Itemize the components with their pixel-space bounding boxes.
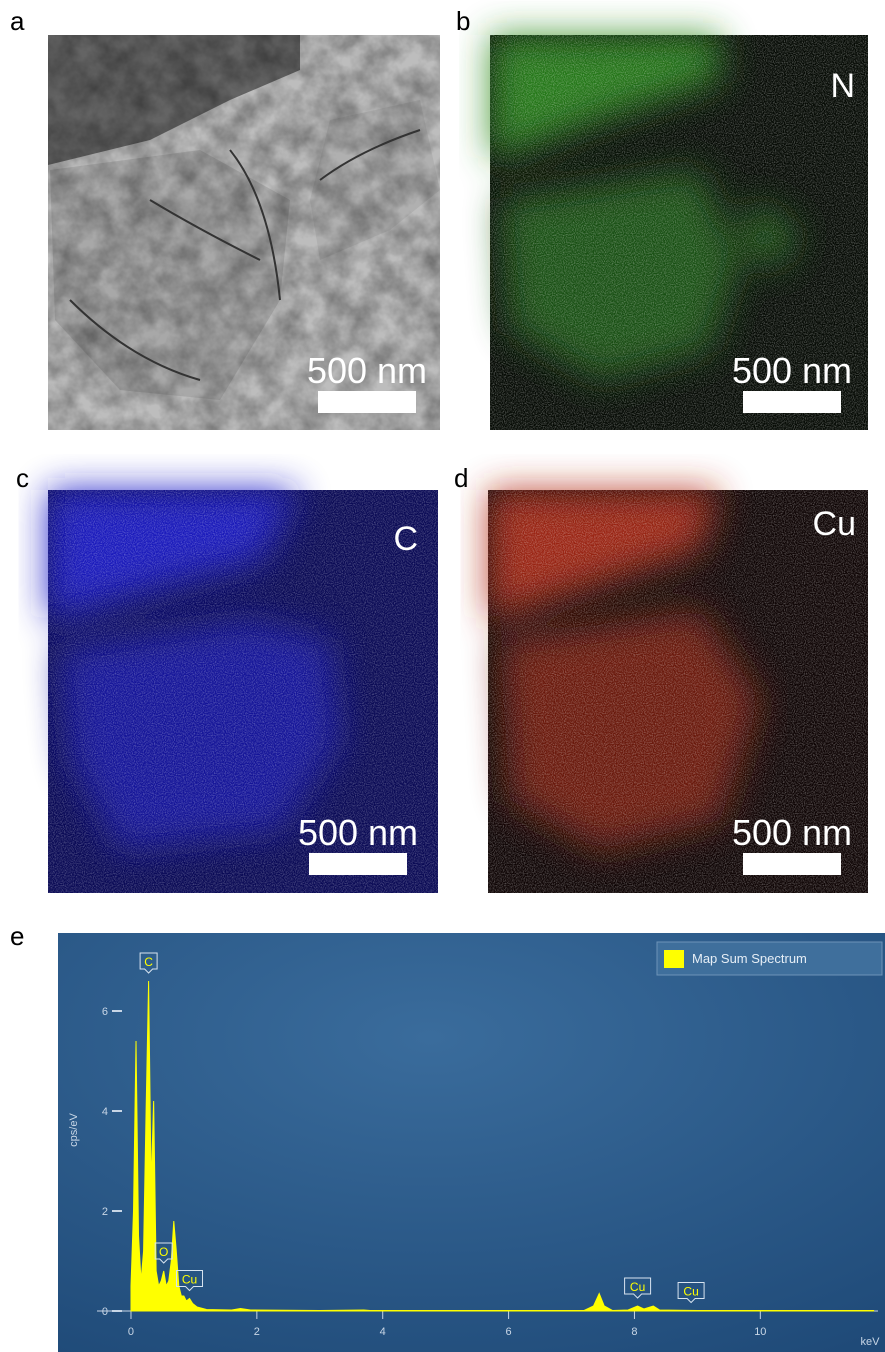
- scale-bar-label: 500 nm: [307, 350, 427, 391]
- panel-label: e: [10, 921, 24, 951]
- scale-bar-label: 500 nm: [732, 812, 852, 853]
- y-tick-label: 2: [102, 1206, 108, 1218]
- scale-bar: [318, 391, 416, 413]
- element-label: C: [393, 520, 418, 558]
- y-tick-label: 0: [102, 1306, 108, 1318]
- y-tick-label: 4: [102, 1106, 108, 1118]
- scale-bar-label: 500 nm: [732, 350, 852, 391]
- x-tick-label: 8: [631, 1326, 637, 1338]
- peak-label: Cu: [182, 1273, 197, 1287]
- x-tick-label: 4: [380, 1326, 386, 1338]
- element-label: N: [830, 67, 855, 105]
- x-axis-label: keV: [861, 1336, 881, 1348]
- y-tick-label: 6: [102, 1006, 108, 1018]
- scale-bar: [309, 853, 407, 875]
- peak-label: C: [144, 955, 153, 969]
- peak-label: Cu: [683, 1285, 698, 1299]
- panel-label: b: [456, 6, 470, 36]
- x-tick-label: 2: [254, 1326, 260, 1338]
- spectrum-background: [58, 933, 885, 1352]
- peak-label: Cu: [630, 1280, 645, 1294]
- panel-label: d: [454, 463, 468, 493]
- panel-label: a: [10, 6, 25, 36]
- x-tick-label: 6: [506, 1326, 512, 1338]
- x-tick-label: 0: [128, 1326, 134, 1338]
- scale-bar-label: 500 nm: [298, 812, 418, 853]
- scale-bar: [743, 391, 841, 413]
- scale-bar: [743, 853, 841, 875]
- peak-label: O: [159, 1245, 168, 1259]
- legend: Map Sum Spectrum: [657, 942, 882, 975]
- y-axis-label: cps/eV: [68, 1113, 80, 1147]
- figure: 500 nm 500 nm 500 nm 500 nm N C Cu a b c…: [0, 0, 885, 1352]
- legend-swatch: [664, 950, 684, 968]
- element-label: Cu: [813, 505, 856, 543]
- panel-label: c: [16, 463, 29, 493]
- legend-label: Map Sum Spectrum: [692, 951, 807, 966]
- x-tick-label: 10: [754, 1326, 766, 1338]
